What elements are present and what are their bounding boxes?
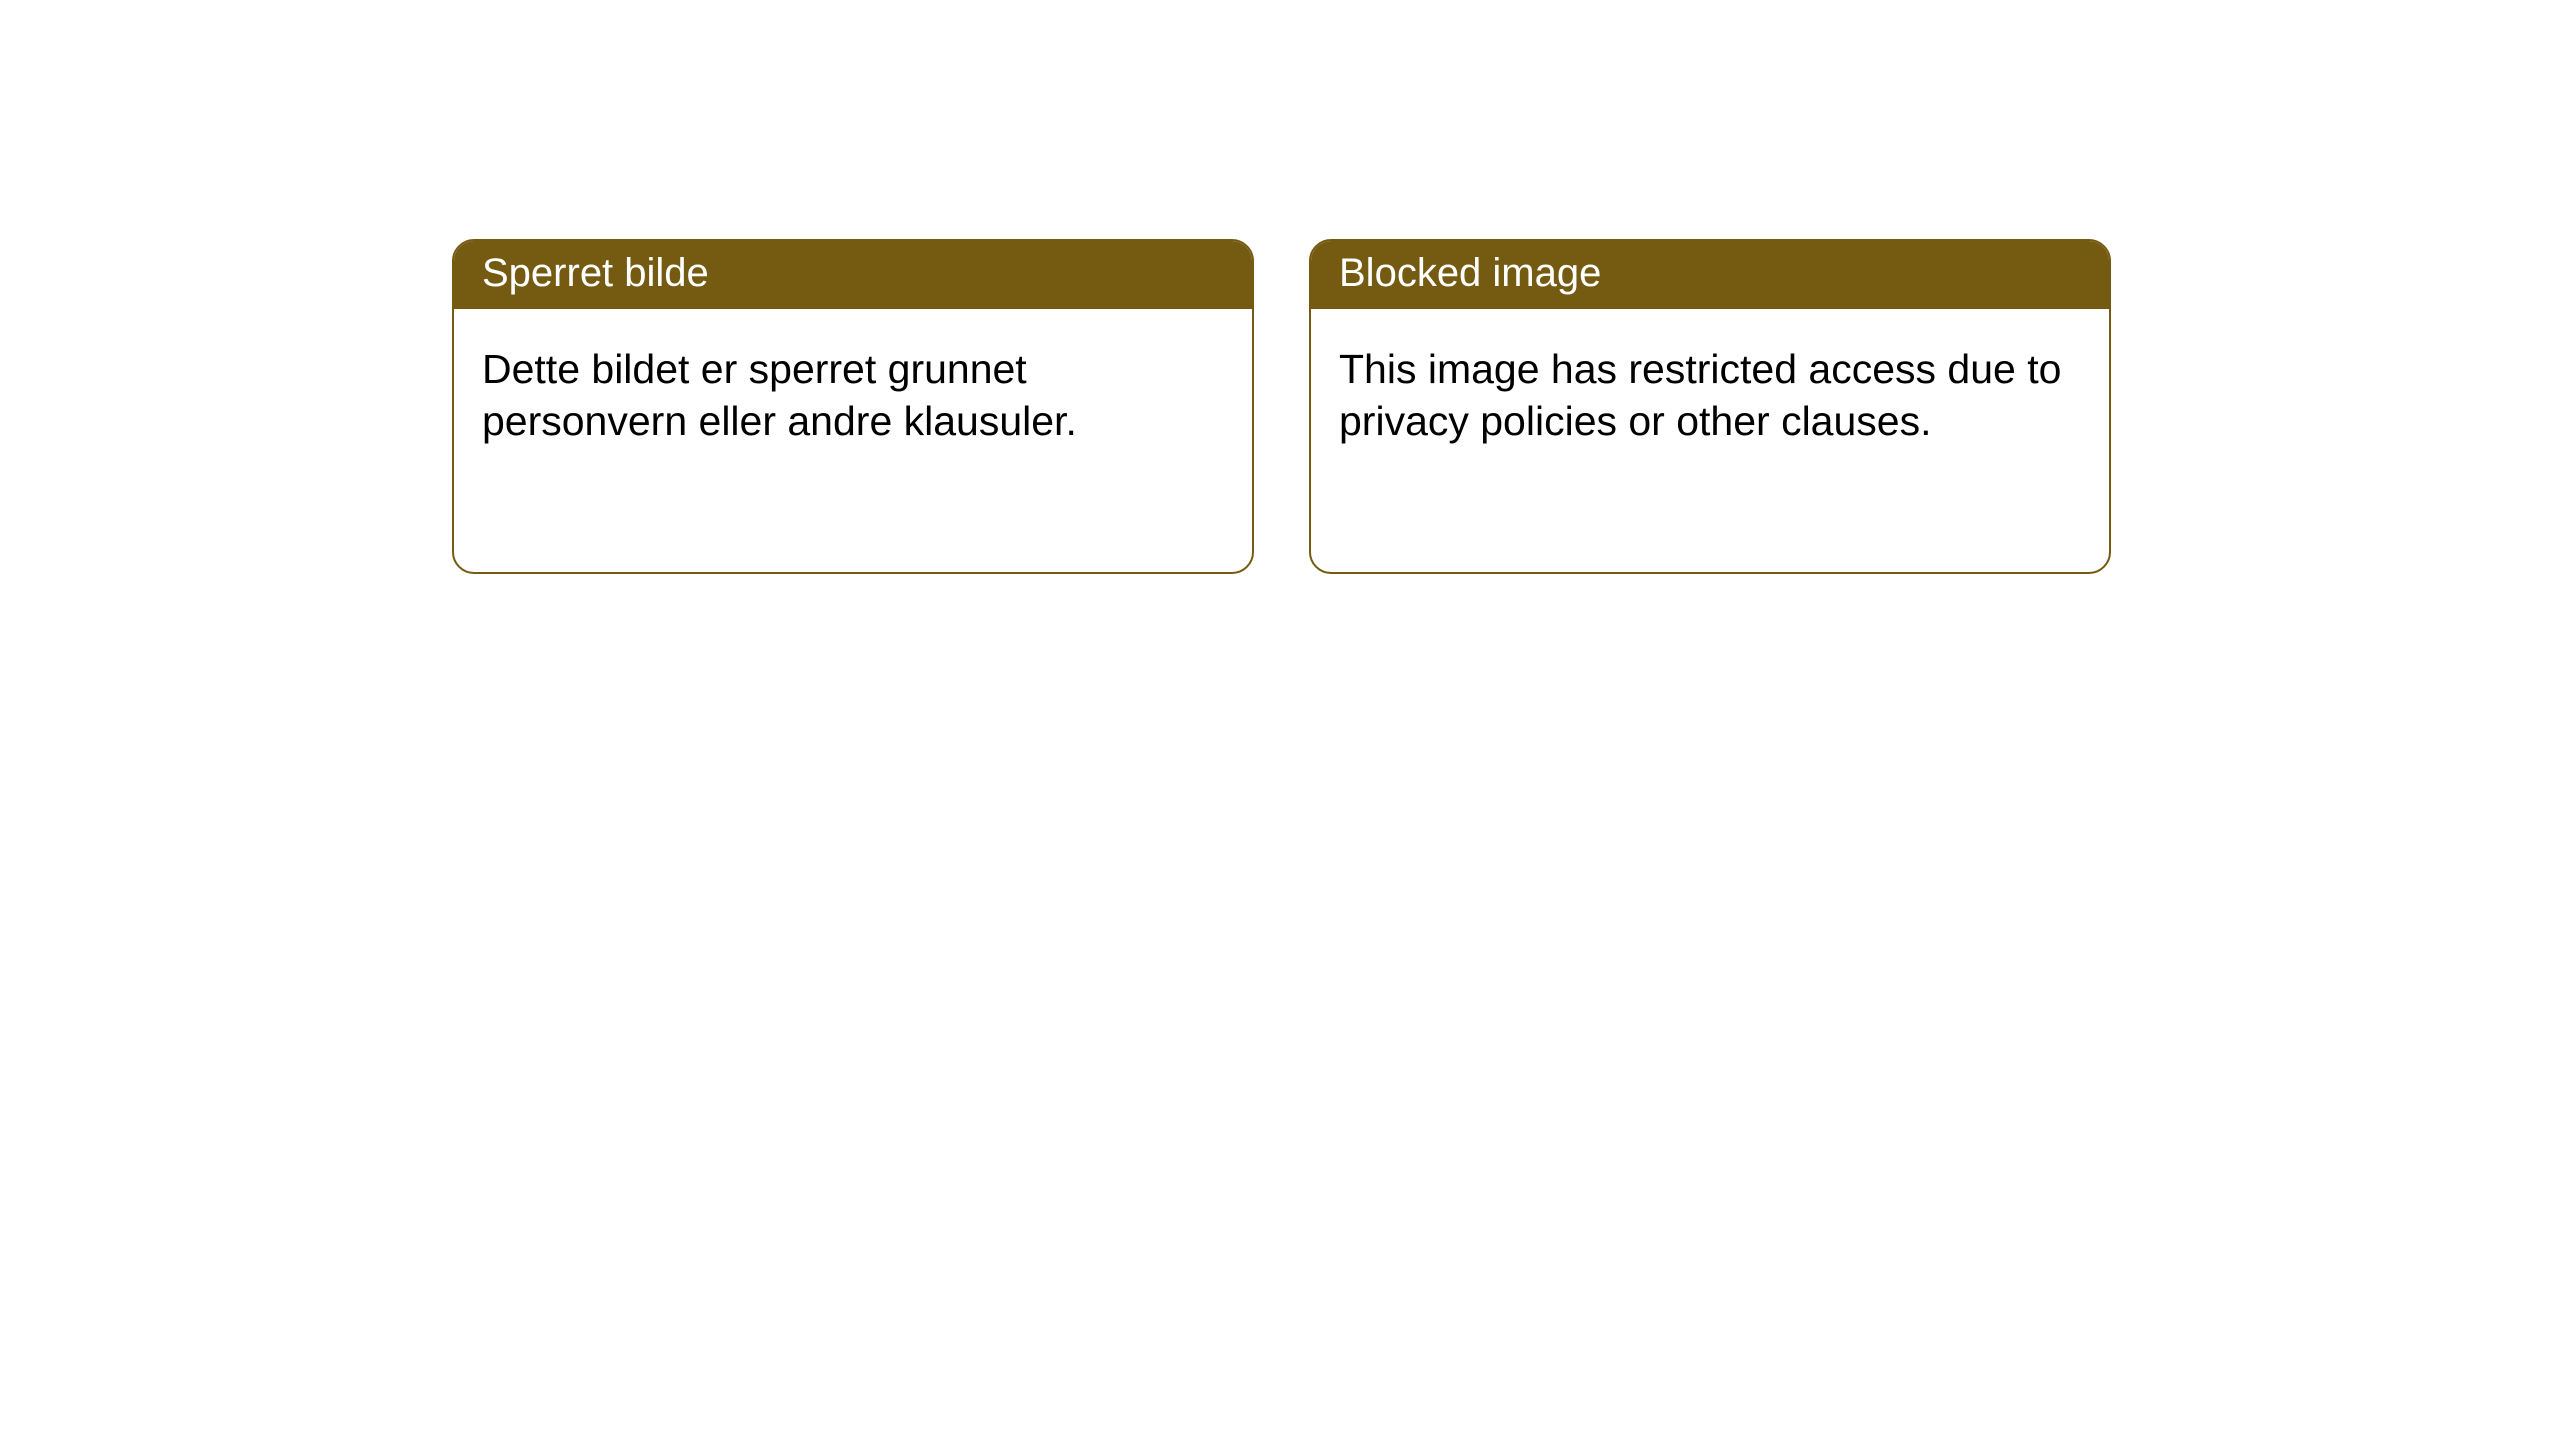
panel-header: Sperret bilde [454,241,1252,309]
panel-header: Blocked image [1311,241,2109,309]
notice-panel-norwegian: Sperret bilde Dette bildet er sperret gr… [452,239,1254,574]
panel-body: Dette bildet er sperret grunnet personve… [454,309,1252,482]
notice-panel-english: Blocked image This image has restricted … [1309,239,2111,574]
notice-container: Sperret bilde Dette bildet er sperret gr… [452,239,2111,574]
panel-body: This image has restricted access due to … [1311,309,2109,482]
